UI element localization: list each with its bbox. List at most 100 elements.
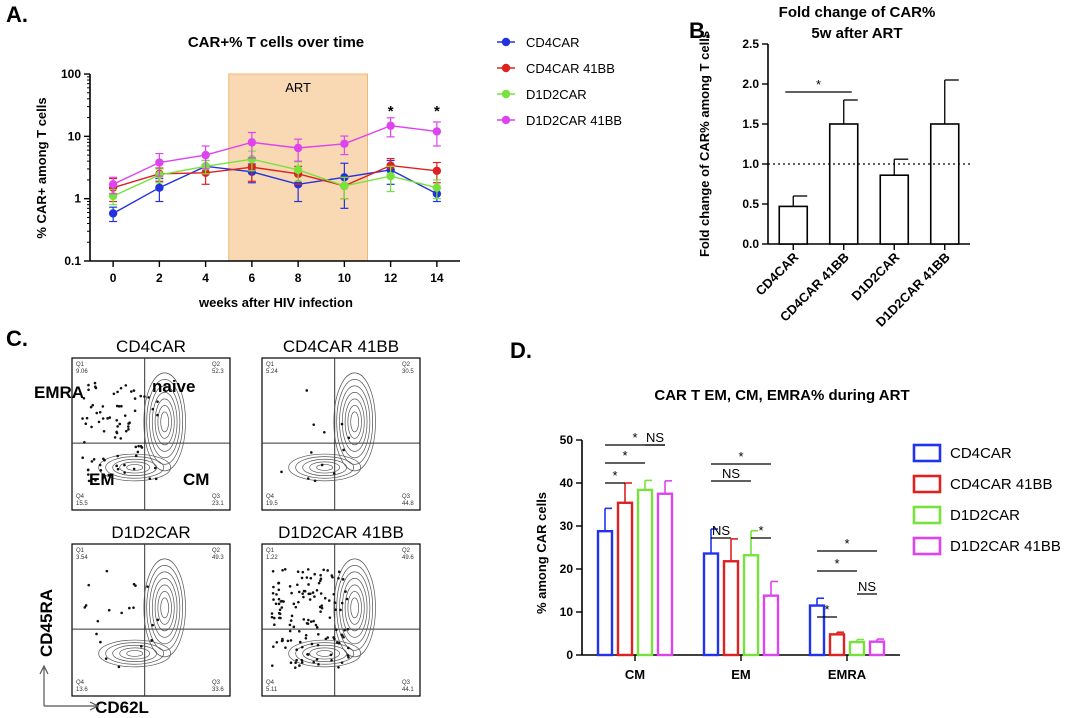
flow-event-dot [274, 602, 278, 606]
chart-b-y-tick-label: 0.0 [742, 237, 759, 251]
flow-event-dot [290, 591, 293, 595]
chart-b-x-tick-label: D1D2CAR [848, 249, 902, 303]
chart-d-x-tick-label: EM [731, 667, 751, 682]
flow-event-dot [124, 429, 128, 433]
flow-event-dot [339, 608, 342, 612]
chart-d-significance-mark: * [632, 430, 637, 445]
flow-contour [146, 378, 184, 465]
flow-event-dot [97, 420, 101, 424]
chart-d-significance-mark: * [758, 523, 763, 538]
flow-plot-title: CD4CAR [116, 337, 186, 356]
flow-contour [309, 647, 341, 660]
flow-event-dot [134, 584, 137, 587]
flow-contour [126, 464, 144, 471]
flow-event-dot [300, 576, 304, 580]
chart-a-x-tick-label: 6 [249, 271, 256, 285]
flow-event-dot [305, 621, 309, 625]
chart-a-x-tick-label: 10 [338, 271, 352, 285]
gate-label-cm: CM [183, 470, 209, 489]
chart-a-x-tick-label: 14 [430, 271, 444, 285]
flow-quadrant-stat: 19.5 [266, 501, 278, 507]
flow-contour [316, 650, 334, 657]
flow-plot-title: D1D2CAR 41BB [278, 523, 404, 542]
chart-d-legend-swatch [912, 536, 942, 556]
flow-event-dot [305, 576, 309, 579]
chart-a-point [108, 209, 118, 218]
flow-event-dot [83, 606, 87, 609]
flow-contour [143, 372, 186, 472]
flow-event-dot [342, 635, 345, 639]
chart-d-significance-mark: NS [646, 430, 664, 445]
flow-event-dot [311, 591, 315, 594]
flow-event-dot [139, 394, 142, 398]
flow-event-dot [123, 463, 126, 467]
flow-event-dot [315, 657, 319, 661]
chart-d-y-tick-label: 50 [560, 433, 574, 447]
flow-event-dot [96, 619, 100, 623]
flow-event-dot [313, 595, 316, 598]
flow-event-dot [277, 581, 280, 585]
chart-a-point [293, 143, 303, 153]
flow-event-dot [132, 467, 136, 471]
flow-quadrant-stat: Q3 [402, 680, 411, 686]
chart-a-x-tick-label: 4 [202, 271, 209, 285]
chart-a-x-tick-label: 8 [295, 271, 302, 285]
chart-a-point [201, 150, 210, 160]
flow-event-dot [310, 642, 314, 646]
flow-event-dot [319, 592, 323, 595]
flow-event-dot [300, 645, 304, 649]
chart-a-x-tick-label: 2 [156, 271, 163, 285]
panel-label-b: B. [689, 18, 711, 43]
flow-event-dot [278, 608, 282, 612]
flow-event-dot [101, 405, 105, 408]
flow-quadrant-stat: 15.5 [76, 501, 88, 507]
flow-quadrant-stat: 13.6 [76, 687, 88, 693]
flow-event-dot [99, 640, 102, 644]
panel-label-d: D. [510, 338, 532, 363]
chart-d-bar [616, 501, 634, 657]
chart-b-bar [778, 205, 809, 245]
chart-d-significance-mark: * [834, 556, 839, 571]
flow-event-dot [297, 629, 301, 633]
flow-event-dot [87, 383, 90, 387]
flow-event-dot [340, 633, 344, 637]
chart-a-legend-label: CD4CAR [526, 35, 579, 50]
flow-event-dot [312, 619, 315, 623]
flow-event-dot [337, 570, 341, 574]
chart-b-y-tick-label: 1.0 [742, 157, 759, 171]
chart-b-y-tick-label: 2.5 [742, 37, 759, 51]
flow-event-dot [133, 409, 137, 413]
chart-a-xlabel: weeks after HIV infection [198, 295, 353, 310]
chart-b-bar [929, 123, 960, 245]
flow-event-dot [326, 636, 330, 639]
chart-d-bar [722, 560, 740, 657]
flow-event-dot [84, 422, 88, 426]
flow-contour [119, 647, 151, 660]
flow-contour [295, 456, 355, 479]
flow-event-dot [302, 618, 306, 621]
flow-event-dot [277, 588, 281, 592]
chart-d-significance-mark: NS [858, 579, 876, 594]
flow-event-dot [124, 384, 128, 387]
flow-event-dot [150, 639, 154, 642]
flow-contour [105, 456, 165, 479]
flow-event-dot [347, 436, 351, 440]
flow-event-dot [284, 646, 287, 649]
flow-contour [316, 464, 334, 471]
flow-event-dot [90, 425, 93, 429]
chart-d-bar [828, 633, 846, 657]
flow-event-dot [320, 606, 324, 610]
flow-event-dot [281, 568, 284, 572]
flow-event-dot [270, 664, 274, 667]
chart-d-bar [636, 488, 654, 657]
chart-d-title: CAR T EM, CM, EMRA% during ART [654, 387, 909, 404]
flow-event-dot [306, 568, 310, 571]
chart-d-legend-swatch [912, 474, 942, 494]
flow-event-dot [153, 466, 157, 470]
flow-event-dot [296, 570, 300, 574]
flow-plot-title: D1D2CAR [111, 523, 190, 542]
chart-a-point [386, 161, 395, 170]
chart-a-title: CAR+% T cells over time [188, 34, 364, 51]
flow-event-dot [281, 637, 284, 641]
